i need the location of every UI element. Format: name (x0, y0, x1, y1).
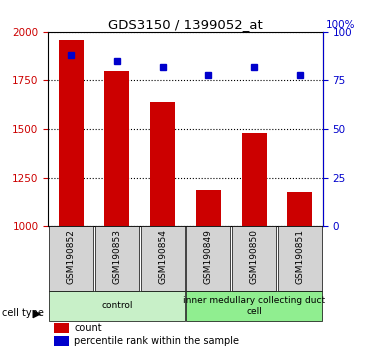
Title: GDS3150 / 1399052_at: GDS3150 / 1399052_at (108, 18, 263, 31)
Bar (150, 102, 175, 226)
Text: GSM190850: GSM190850 (250, 229, 259, 284)
Bar (278, 226, 322, 291)
Bar (95, 226, 139, 291)
Text: GSM190853: GSM190853 (112, 229, 121, 284)
Bar (49, 226, 93, 291)
Bar (232, 226, 276, 291)
Bar (49, 291, 185, 321)
Bar (141, 226, 185, 291)
Bar (186, 226, 230, 291)
Text: GSM190852: GSM190852 (67, 229, 76, 284)
Text: 100%: 100% (325, 21, 355, 30)
Text: GSM190854: GSM190854 (158, 229, 167, 284)
Text: inner medullary collecting duct
cell: inner medullary collecting duct cell (183, 296, 325, 316)
Bar (54, 323, 69, 333)
Text: percentile rank within the sample: percentile rank within the sample (74, 336, 239, 346)
Text: GSM190851: GSM190851 (295, 229, 304, 284)
Bar (186, 291, 322, 321)
Bar (196, 190, 221, 226)
Bar (59, 40, 84, 226)
Bar (104, 71, 129, 226)
Text: GSM190849: GSM190849 (204, 229, 213, 284)
Bar (242, 133, 267, 226)
Text: cell type: cell type (2, 308, 44, 318)
Text: count: count (74, 323, 102, 333)
Bar (287, 192, 312, 226)
Text: ▶: ▶ (33, 308, 41, 318)
Bar (54, 336, 69, 346)
Text: control: control (101, 301, 132, 310)
